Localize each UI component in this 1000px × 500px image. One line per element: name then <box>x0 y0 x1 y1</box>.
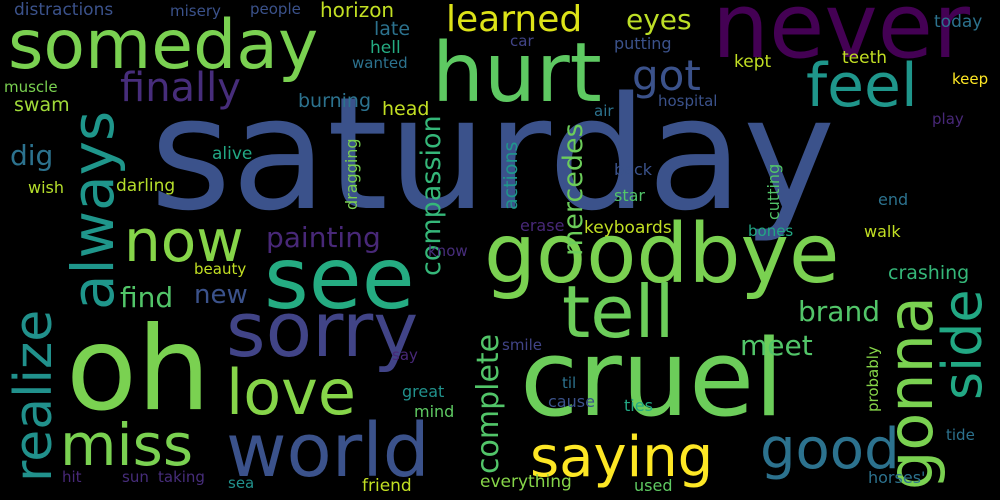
word-painting: painting <box>266 221 381 254</box>
word-keep: keep <box>952 70 989 88</box>
word-now: now <box>124 207 244 275</box>
word-play: play <box>932 110 964 128</box>
word-tide: tide <box>946 426 975 444</box>
word-saturday: saturday <box>150 63 836 245</box>
word-horizon: horizon <box>320 0 395 22</box>
word-bones: bones <box>748 222 794 240</box>
word-alive: alive <box>212 144 253 164</box>
word-goodbye: goodbye <box>484 207 840 302</box>
word-probably: probably <box>864 346 882 412</box>
word-sorry: sorry <box>226 285 419 374</box>
word-teeth: teeth <box>842 48 888 68</box>
word-sea: sea <box>228 474 255 492</box>
word-hurt: hurt <box>432 26 602 121</box>
word-dragging: dragging <box>342 138 361 210</box>
word-crashing: crashing <box>888 262 970 284</box>
word-putting: putting <box>614 34 672 53</box>
word-used: used <box>634 476 673 495</box>
word-tell: tell <box>562 270 675 354</box>
word-til: til <box>562 374 577 392</box>
word-never: never <box>712 0 971 79</box>
word-good: good <box>760 417 900 482</box>
word-world: world <box>226 408 430 494</box>
word-someday: someday <box>8 6 319 85</box>
word-car: car <box>510 32 534 50</box>
word-head: head <box>382 98 430 120</box>
word-miss: miss <box>60 411 194 479</box>
word-wish: wish <box>28 178 65 197</box>
word-learned: learned <box>446 0 583 40</box>
word-new: new <box>194 280 248 310</box>
word-meet: meet <box>740 329 813 362</box>
word-eyes: eyes <box>626 3 692 36</box>
word-kept: kept <box>734 52 772 72</box>
word-feel: feel <box>806 51 918 121</box>
word-mercedes: mercedes <box>558 123 589 256</box>
word-people: people <box>250 0 301 18</box>
word-horses: horses' <box>868 468 926 487</box>
word-smile: smile <box>502 336 542 354</box>
word-swam: swam <box>14 94 70 116</box>
word-hospital: hospital <box>658 92 718 110</box>
word-great: great <box>402 382 445 401</box>
word-late: late <box>374 18 411 40</box>
word-wanted: wanted <box>352 54 408 72</box>
word-friend: friend <box>362 476 412 496</box>
word-end: end <box>878 190 909 209</box>
word-say: say <box>392 346 418 364</box>
word-muscle: muscle <box>4 78 58 96</box>
word-keyboards: keyboards <box>584 218 672 238</box>
word-find: find <box>120 281 174 314</box>
word-mind: mind <box>414 402 455 421</box>
word-taking: taking <box>158 468 205 486</box>
word-hell: hell <box>370 38 401 58</box>
word-finally: finally <box>120 65 241 111</box>
word-darling: darling <box>116 176 176 196</box>
word-back: back <box>614 160 653 179</box>
word-side: side <box>931 289 994 400</box>
word-burning: burning <box>298 90 372 112</box>
word-sun: sun <box>122 468 149 486</box>
word-hit: hit <box>62 468 82 486</box>
word-see: see <box>264 229 415 329</box>
word-actions: actions <box>500 141 522 210</box>
word-complete: complete <box>471 333 506 474</box>
word-beauty: beauty <box>194 260 247 278</box>
word-got: got <box>632 51 701 100</box>
word-brand: brand <box>798 295 880 328</box>
word-saying: saying <box>530 425 714 490</box>
word-always: always <box>59 110 127 310</box>
word-distractions: distractions <box>14 0 114 20</box>
word-know: know <box>428 242 468 260</box>
word-ties: ties <box>624 396 653 415</box>
word-erase: erase <box>520 216 565 235</box>
word-cause: cause <box>548 392 595 411</box>
word-everything: everything <box>480 472 572 492</box>
word-air: air <box>594 102 614 120</box>
word-love: love <box>226 356 356 429</box>
word-cutting: cutting <box>764 163 783 220</box>
word-walk: walk <box>864 222 901 241</box>
word-realize: realize <box>4 309 64 482</box>
word-dig: dig <box>10 139 54 172</box>
word-misery: misery <box>170 2 221 20</box>
word-oh: oh <box>66 302 211 437</box>
word-today: today <box>934 12 983 32</box>
word-cruel: cruel <box>520 317 784 440</box>
word-star: star <box>614 186 645 205</box>
